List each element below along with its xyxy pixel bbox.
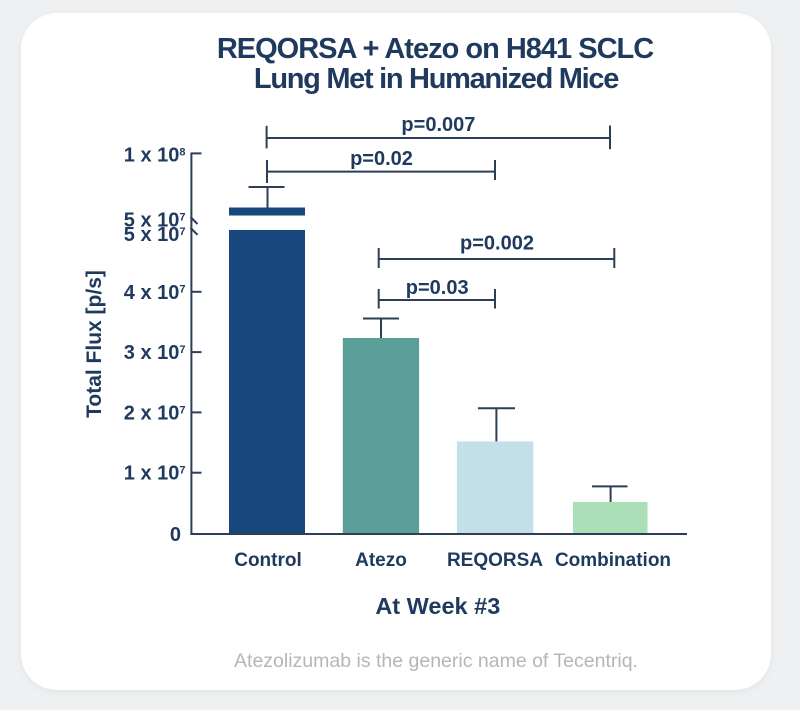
svg-text:p=0.02: p=0.02 — [350, 148, 413, 170]
svg-text:1 x 108: 1 x 108 — [124, 145, 186, 167]
svg-text:Total Flux [p/s]: Total Flux [p/s] — [83, 270, 106, 418]
svg-text:At Week #3: At Week #3 — [375, 593, 500, 619]
svg-text:p=0.007: p=0.007 — [401, 114, 475, 136]
svg-text:p=0.002: p=0.002 — [460, 232, 534, 254]
svg-text:Atezo: Atezo — [355, 550, 407, 571]
svg-text:3 x 107: 3 x 107 — [124, 342, 186, 364]
svg-text:REQORSA + Atezo on H841 SCLC: REQORSA + Atezo on H841 SCLC — [217, 33, 654, 65]
svg-text:2 x 107: 2 x 107 — [124, 402, 186, 424]
svg-text:1 x 107: 1 x 107 — [124, 463, 186, 485]
svg-text:REQORSA: REQORSA — [447, 550, 543, 571]
svg-text:0: 0 — [170, 524, 181, 546]
svg-text:5 x 107: 5 x 107 — [124, 224, 186, 246]
svg-text:Atezolizumab is the generic na: Atezolizumab is the generic name of Tece… — [234, 650, 638, 672]
svg-text:5 x 107: 5 x 107 — [124, 210, 186, 232]
svg-text:4 x 107: 4 x 107 — [124, 282, 186, 304]
svg-text:Control: Control — [234, 550, 302, 571]
svg-text:Combination: Combination — [555, 550, 671, 571]
svg-text:p=0.03: p=0.03 — [406, 277, 469, 299]
svg-text:Lung Met in Humanized Mice: Lung Met in Humanized Mice — [254, 63, 619, 95]
